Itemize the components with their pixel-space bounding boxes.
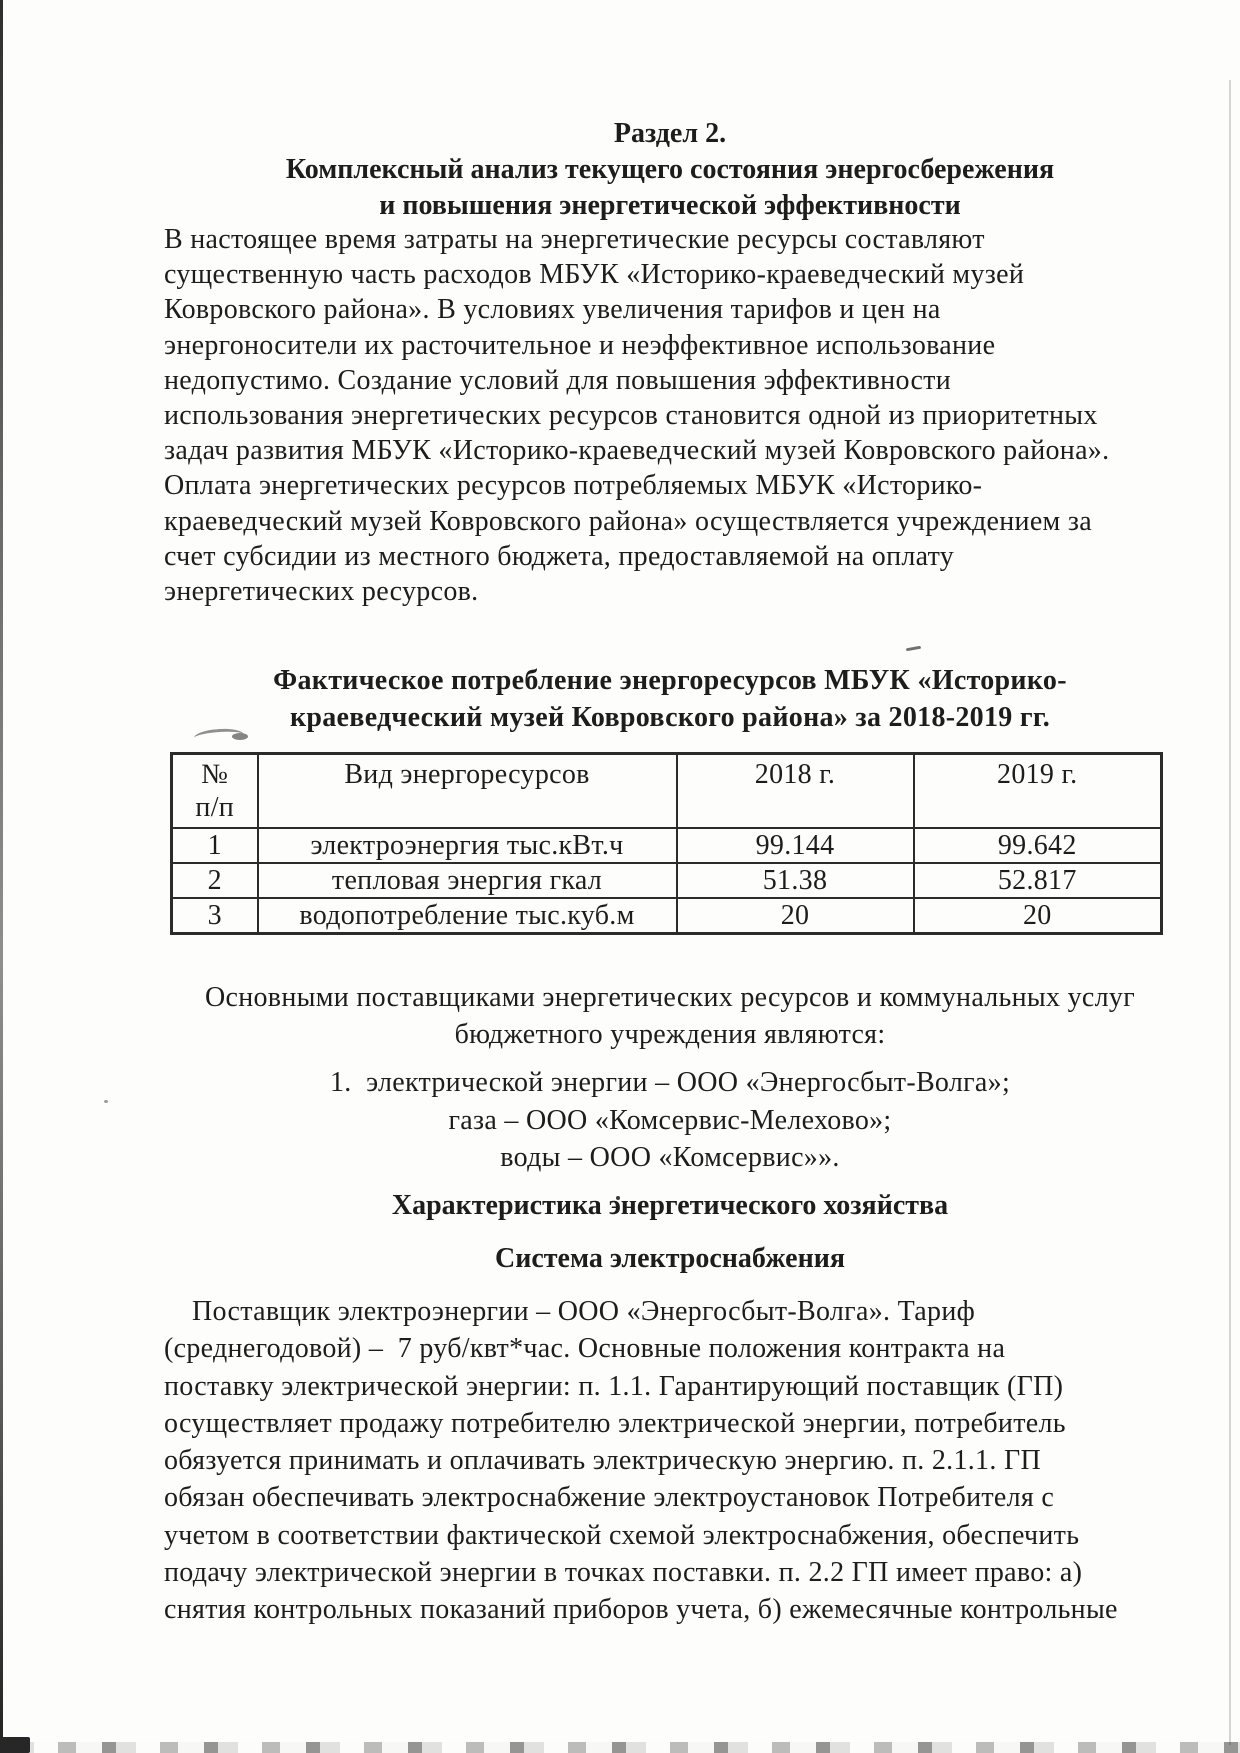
table-header-2019: 2019 г. (912, 752, 1163, 829)
heading-energy-economy: Характеристика энергетического хозяйства (391, 1190, 949, 1221)
scan-bottom-band (0, 1742, 1240, 1753)
table-cell: 20 (675, 897, 915, 935)
table-cell: 99.144 (675, 827, 915, 864)
scan-dot-mark (616, 1196, 620, 1200)
table-cell: 20 (912, 897, 1163, 935)
section-subtitle-line1: Комплексный анализ текущего состояния эн… (285, 154, 1055, 185)
power-supply-paragraph: Поставщик электроэнергии – ООО «Энергосб… (164, 1296, 1118, 1626)
suppliers-list: 1. электрической энергии – ООО «Энергосб… (329, 1067, 1011, 1173)
table-row: 3 водопотребление тыс.куб.м 20 20 (170, 897, 1163, 935)
table-header-2018: 2018 г. (675, 752, 915, 829)
table-header-row: № п/п Вид энергоресурсов 2018 г. 2019 г. (170, 752, 1163, 829)
table-row: 2 тепловая энергия гкал 51.38 52.817 (170, 862, 1163, 899)
intro-paragraph: В настоящее время затраты на энергетичес… (164, 224, 1110, 608)
table-cell: 51.38 (675, 862, 915, 899)
section-subtitle-line2: и повышения энергетической эффективности (379, 190, 961, 221)
table-cell: тепловая энергия гкал (256, 862, 678, 899)
scan-edge-left (0, 0, 3, 1753)
table-row: 1 электроэнергия тыс.кВт.ч 99.144 99.642 (170, 827, 1163, 864)
table-header-num: № п/п (170, 752, 259, 829)
table-cell: 52.817 (912, 862, 1163, 899)
table-cell: 3 (170, 897, 259, 935)
scan-corner-blob (0, 1737, 30, 1753)
table-cell: 1 (170, 827, 259, 864)
table-cell: электроэнергия тыс.кВт.ч (256, 827, 678, 864)
suppliers-intro-paragraph: Основными поставщиками энергетических ре… (204, 982, 1136, 1050)
energy-consumption-table: № п/п Вид энергоресурсов 2018 г. 2019 г.… (170, 752, 1163, 935)
scan-edge-right (1229, 80, 1231, 1745)
scan-smudge-blob (232, 733, 248, 740)
table-header-resource-type: Вид энергоресурсов (256, 752, 678, 829)
table-cell: 2 (170, 862, 259, 899)
scan-speck (104, 1100, 108, 1103)
scan-dash-mark (905, 645, 922, 652)
table-cell: 99.642 (912, 827, 1163, 864)
section-title: Раздел 2. (613, 118, 727, 149)
section-heading: Раздел 2. Комплексный анализ текущего со… (170, 116, 1170, 224)
table-title: Фактическое потребление энергоресурсов М… (273, 665, 1067, 733)
heading-power-supply-system: Система электроснабжения (494, 1243, 845, 1274)
table-cell: водопотребление тыс.куб.м (256, 897, 678, 935)
